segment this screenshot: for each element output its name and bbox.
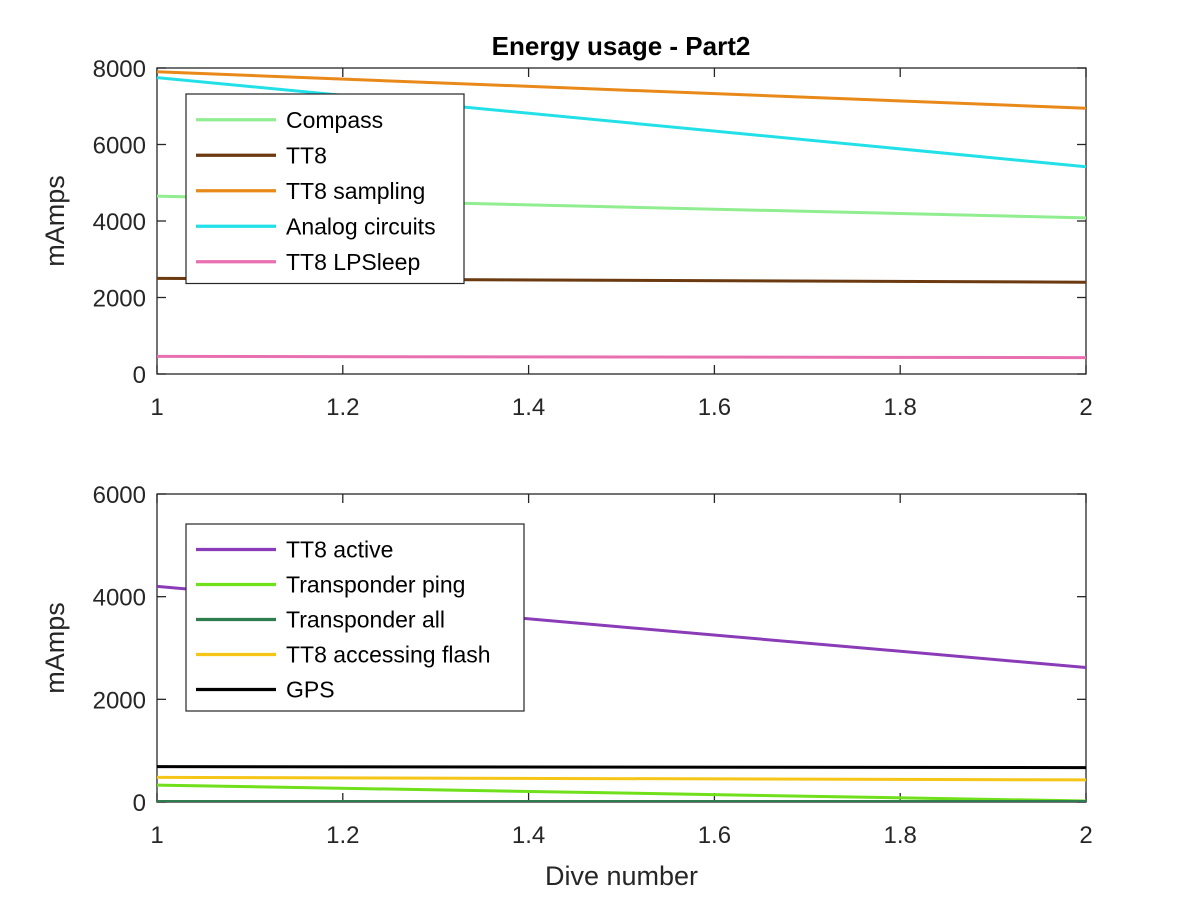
top-legend-box: [185, 93, 465, 285]
legend-label-tt8-lpsleep: TT8 LPSleep: [286, 249, 420, 275]
legend-label-gps: GPS: [286, 677, 335, 703]
bottom-x-tick-label: 1.4: [512, 822, 545, 849]
top-y-tick-label: 2000: [93, 286, 146, 313]
top-x-tick-label: 1.4: [512, 394, 545, 421]
series-line-analog-circuits: [157, 76, 1086, 169]
top-x-tick-label: 1.8: [884, 394, 917, 421]
bottom-y-axis-label: mAmps: [40, 602, 70, 694]
bottom-y-tick-label: 2000: [93, 687, 146, 714]
series-line-tt8-accessing-flash: [157, 775, 1086, 782]
bottom-x-tick-label: 2: [1079, 822, 1092, 849]
legend-label-analog-circuits: Analog circuits: [286, 213, 436, 239]
series-line-tt8-lpsleep: [157, 354, 1086, 360]
series-line-transponder-ping: [157, 783, 1086, 802]
legend-label-tt8-accessing-flash: TT8 accessing flash: [286, 642, 491, 668]
bottom-y-tick-label: 4000: [93, 585, 146, 612]
bottom-x-tick-label: 1: [150, 822, 163, 849]
series-line-tt8-sampling: [157, 70, 1086, 110]
top-y-tick-label: 8000: [93, 56, 146, 83]
bottom-legend-box: [185, 523, 525, 712]
top-x-tick-label: 1.2: [326, 394, 359, 421]
top-y-axis-label: mAmps: [40, 175, 70, 267]
bottom-y-tick-label: 0: [133, 790, 146, 817]
top-x-tick-label: 2: [1079, 394, 1092, 421]
legend-label-tt8-sampling: TT8 sampling: [286, 178, 425, 204]
top-y-tick-label: 6000: [93, 133, 146, 160]
legend-label-transponder-all: Transponder all: [286, 607, 445, 633]
top-y-tick-label: 4000: [93, 209, 146, 236]
top-x-tick-label: 1: [150, 394, 163, 421]
bottom-x-axis-label: Dive number: [545, 861, 698, 891]
top-subplot: 1 1.2 1.4 1.6 1.8 2 0 2000 4000 6000 8000 mAmps Comp…: [40, 56, 1093, 421]
bottom-x-tick-label: 1.8: [884, 822, 917, 849]
legend-label-tt8-active: TT8 active: [286, 537, 393, 563]
bottom-x-tick-label: 1.6: [698, 822, 731, 849]
bottom-subplot: 1 1.2 1.4 1.6 1.8 2 0 2000 4000 6000 mAmps Dive num…: [40, 482, 1093, 891]
figure-title: Energy usage - Part2: [492, 31, 751, 61]
bottom-y-tick-label: 6000: [93, 482, 146, 509]
top-y-tick-label: 0: [133, 362, 146, 389]
legend-label-compass: Compass: [286, 107, 383, 133]
top-x-tick-label: 1.6: [698, 394, 731, 421]
legend-label-tt8: TT8: [286, 142, 327, 168]
bottom-x-tick-label: 1.2: [326, 822, 359, 849]
legend-label-transponder-ping: Transponder ping: [286, 572, 465, 598]
series-line-gps: [157, 765, 1086, 770]
